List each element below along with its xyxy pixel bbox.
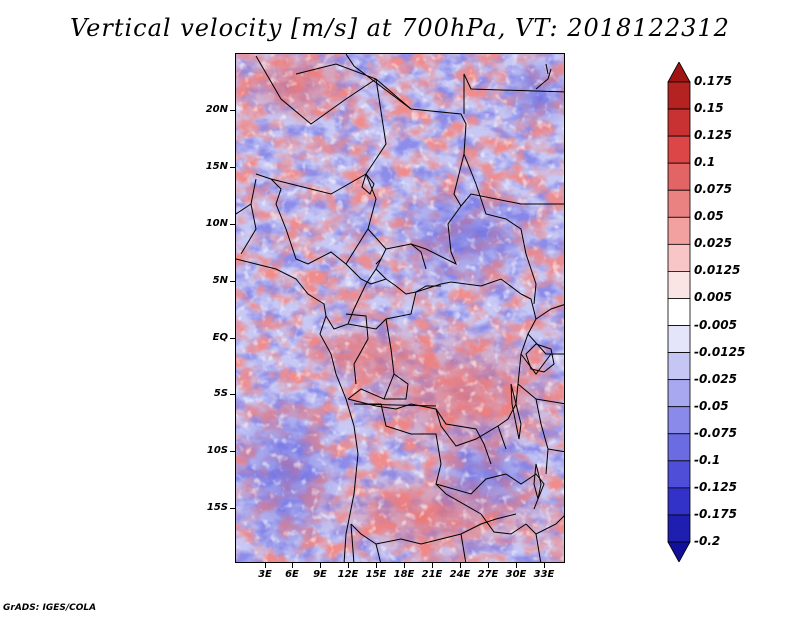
colorbar-level-label: -0.2: [694, 534, 721, 548]
lon-label-24e: 24E: [449, 569, 471, 580]
lon-label-18e: 18E: [393, 569, 415, 580]
lon-tick: [292, 563, 293, 568]
lon-tick: [516, 563, 517, 568]
colorbar-level-label: 0.075: [694, 182, 732, 197]
lat-tick: [230, 338, 235, 339]
colorbar-segment: [667, 487, 691, 516]
lon-label-3e: 3E: [258, 569, 272, 580]
lat-tick: [230, 110, 235, 111]
credit-text: GrADS: IGES/COLA: [3, 603, 97, 613]
colorbar-level-label: -0.075: [694, 425, 737, 440]
lat-label-20n: 20N: [205, 104, 228, 115]
colorbar-level-label: -0.125: [694, 479, 737, 494]
lat-label-eq: EQ: [212, 332, 228, 343]
lon-label-9e: 9E: [313, 569, 327, 580]
lon-tick: [376, 563, 377, 568]
country-borders: [236, 54, 564, 562]
lat-tick: [230, 281, 235, 282]
colorbar-segment: [667, 325, 691, 353]
colorbar-segment: [667, 81, 691, 110]
colorbar-segment: [667, 135, 691, 164]
colorbar-segment: [667, 108, 691, 137]
plot-title: Vertical velocity [m/s] at 700hPa, VT: 2…: [70, 14, 730, 42]
colorbar-level-label: -0.1: [694, 452, 721, 467]
lon-label-15e: 15E: [365, 569, 387, 580]
lat-tick: [230, 394, 235, 395]
lat-label-15n: 15N: [205, 161, 228, 172]
colorbar-level-label: 0.125: [694, 128, 732, 143]
lon-label-6e: 6E: [285, 569, 299, 580]
colorbar-segment: [667, 189, 691, 218]
lat-label-5s: 5S: [213, 388, 228, 399]
colorbar-segment: [667, 216, 691, 245]
colorbar-level-label: 0.05: [694, 209, 724, 224]
colorbar-level-label: -0.025: [694, 371, 737, 386]
lon-label-27e: 27E: [477, 569, 499, 580]
lon-tick: [460, 563, 461, 568]
lon-tick: [320, 563, 321, 568]
colorbar: [660, 61, 700, 566]
colorbar-level-label: 0.1: [694, 155, 716, 170]
colorbar-segment: [667, 379, 691, 408]
colorbar-segment: [667, 406, 691, 435]
map-panel: [235, 53, 565, 563]
colorbar-level-label: -0.05: [694, 398, 729, 413]
lon-label-21e: 21E: [421, 569, 443, 580]
colorbar-level-label: 0.15: [694, 101, 724, 116]
colorbar-level-label: 0.175: [694, 74, 732, 88]
lat-label-15s: 15S: [206, 502, 228, 513]
colorbar-segment: [667, 514, 691, 543]
lon-label-30e: 30E: [505, 569, 527, 580]
colorbar-segment: [667, 298, 691, 326]
lon-label-33e: 33E: [533, 569, 555, 580]
colorbar-level-label: -0.175: [694, 506, 737, 521]
colorbar-bottom-arrow: [667, 541, 691, 563]
lon-tick: [348, 563, 349, 568]
lat-tick: [230, 224, 235, 225]
lon-tick: [432, 563, 433, 568]
colorbar-segment: [667, 352, 691, 381]
colorbar-segment: [667, 460, 691, 489]
colorbar-top-arrow: [667, 61, 691, 83]
white-contour-speckle: [236, 54, 564, 562]
colorbar-segment: [667, 162, 691, 191]
colorbar-level-label: 0.005: [694, 290, 732, 305]
lon-tick: [544, 563, 545, 568]
colorbar-segment: [667, 433, 691, 462]
vertical-velocity-map: [236, 54, 564, 562]
colorbar-level-label: -0.0125: [694, 344, 746, 359]
colorbar-graphic: [667, 61, 691, 563]
lat-label-5n: 5N: [212, 275, 228, 286]
lat-label-10s: 10S: [206, 445, 228, 456]
lon-label-12e: 12E: [337, 569, 359, 580]
lat-tick: [230, 451, 235, 452]
colorbar-segment: [667, 243, 691, 272]
lon-tick: [404, 563, 405, 568]
lon-tick: [488, 563, 489, 568]
lat-tick: [230, 167, 235, 168]
colorbar-level-label: -0.005: [694, 317, 737, 332]
colorbar-segment: [667, 271, 691, 299]
colorbar-level-label: 0.0125: [694, 263, 741, 278]
lon-tick: [265, 563, 266, 568]
lat-label-10n: 10N: [205, 218, 228, 229]
colorbar-level-label: 0.025: [694, 236, 732, 251]
lat-tick: [230, 508, 235, 509]
